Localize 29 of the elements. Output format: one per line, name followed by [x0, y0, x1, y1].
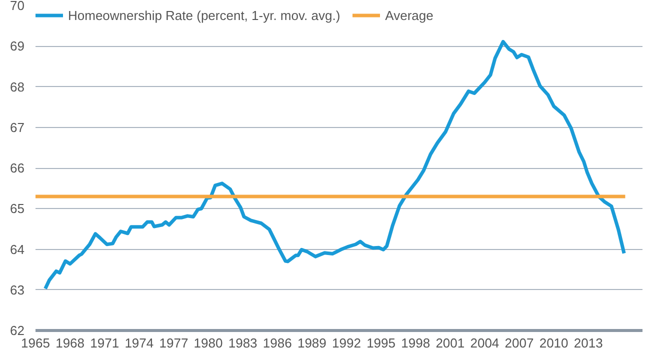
y-tick-label: 63 — [10, 282, 25, 298]
legend-label: Average — [385, 8, 434, 22]
x-tick-label: 1989 — [297, 336, 326, 350]
x-tick-label: 2010 — [539, 336, 568, 350]
x-tick-label: 1977 — [159, 336, 188, 350]
x-tick-label: 2004 — [470, 336, 500, 350]
y-tick-label: 64 — [10, 242, 25, 257]
y-tick-label: 65 — [10, 201, 25, 216]
x-tick-label: 2001 — [436, 336, 465, 350]
x-tick-label: 1980 — [194, 336, 223, 350]
y-tick-label: 70 — [10, 0, 25, 13]
y-tick-label: 68 — [10, 79, 25, 94]
line-series — [44, 40, 626, 290]
y-tick-label: 66 — [10, 160, 25, 176]
y-tick-label: 69 — [10, 38, 25, 54]
y-tick-label: 62 — [10, 323, 25, 338]
x-tick-label: 1965 — [21, 336, 50, 350]
x-tick-label: 1995 — [366, 336, 396, 350]
legend-label: Homeownership Rate (percent, 1-yr. mov. avg.) — [68, 8, 340, 22]
x-tick-label: 2007 — [504, 336, 534, 350]
x-tick-label: 1971 — [90, 336, 120, 350]
x-tick-label: 1992 — [332, 336, 361, 350]
x-tick-label: 1983 — [228, 336, 258, 350]
x-tick-label: 1998 — [401, 336, 430, 350]
x-tick-label: 1974 — [124, 336, 154, 350]
x-tick-label: 2013 — [574, 336, 603, 350]
x-tick-label: 1986 — [262, 336, 292, 350]
x-tick-label: 1968 — [56, 336, 85, 350]
y-tick-label: 67 — [10, 120, 25, 135]
